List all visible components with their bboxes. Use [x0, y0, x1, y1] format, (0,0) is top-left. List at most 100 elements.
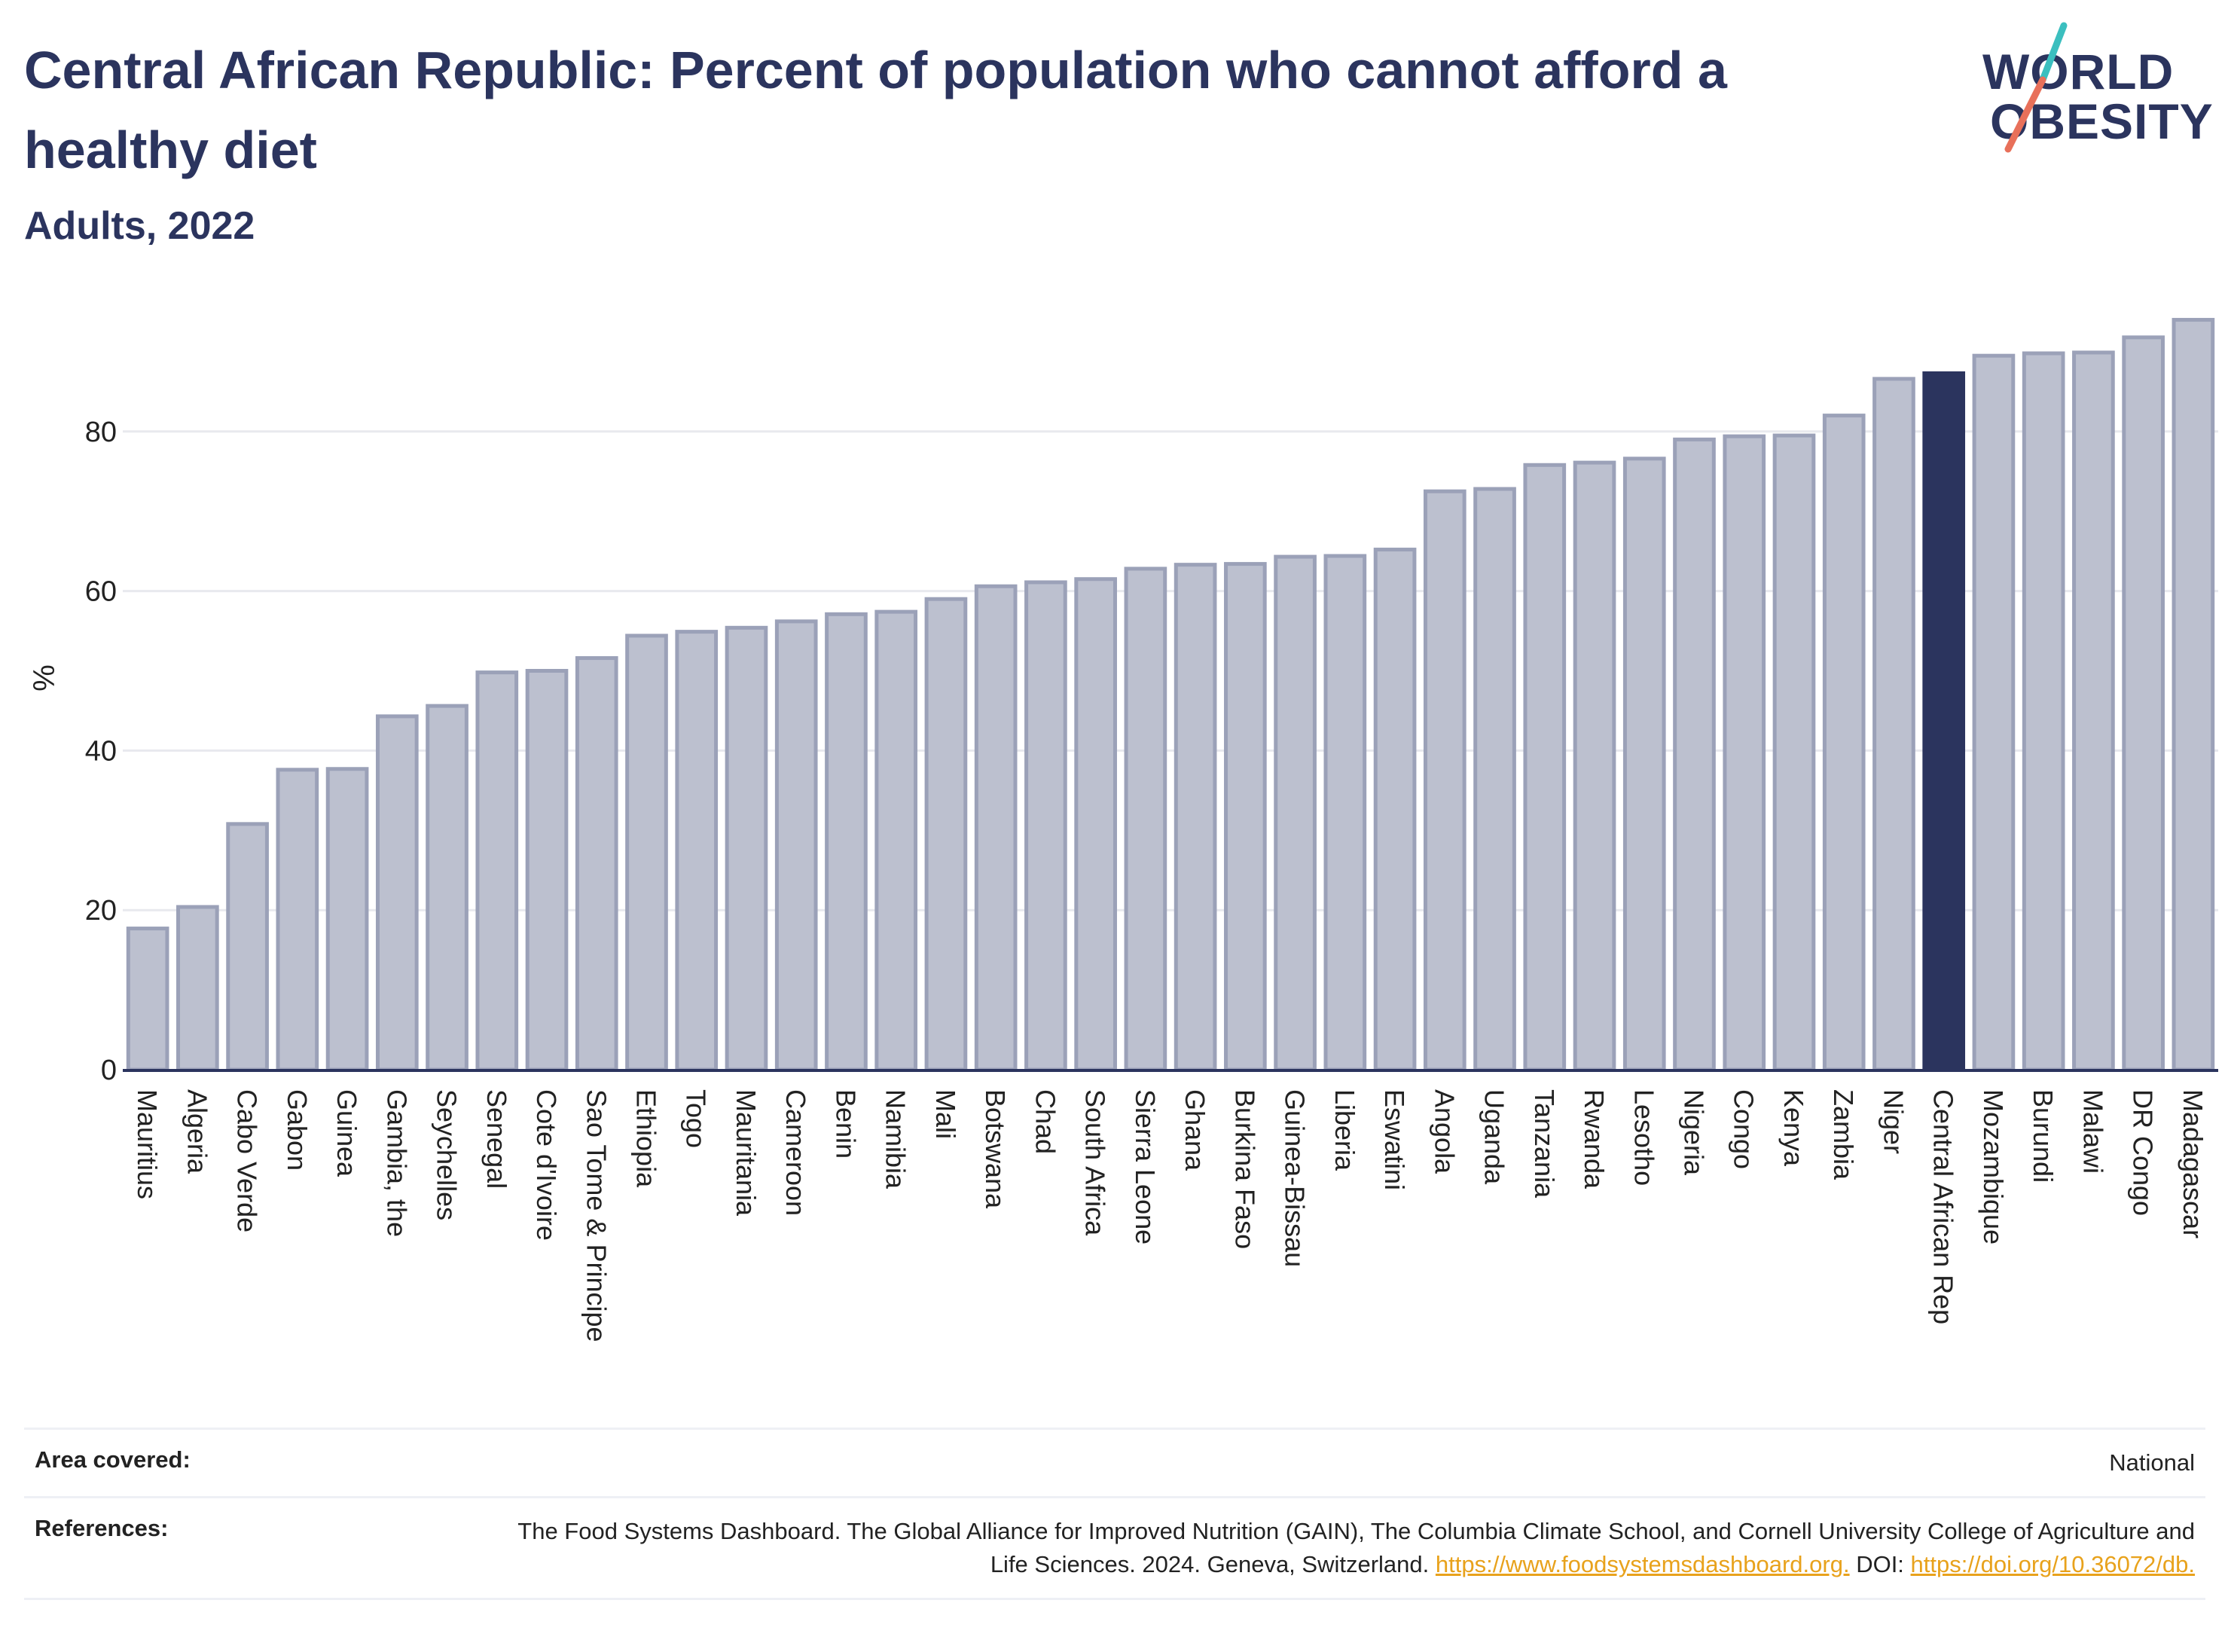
x-tick-label: Eswatini: [1379, 1089, 1410, 1190]
x-tick-label: Uganda: [1479, 1089, 1510, 1185]
bar-cote-d-ivoire[interactable]: [525, 669, 569, 1072]
y-tick-label: 60: [85, 576, 117, 608]
bar-algeria[interactable]: [176, 905, 219, 1072]
x-tick-label: Congo: [1729, 1089, 1760, 1169]
grid-lines: [123, 430, 2218, 912]
bar-guinea-bissau[interactable]: [1274, 554, 1317, 1072]
bar-eswatini[interactable]: [1373, 548, 1417, 1072]
bar-burundi[interactable]: [2022, 351, 2065, 1072]
x-tick-label: Botswana: [980, 1089, 1011, 1209]
bar-chad[interactable]: [1024, 580, 1067, 1072]
x-tick-label: Sierra Leone: [1130, 1089, 1161, 1244]
bar-kenya[interactable]: [1772, 433, 1816, 1072]
x-tick-label: Namibia: [881, 1089, 911, 1189]
bar-senegal[interactable]: [475, 670, 519, 1072]
x-tick-label: Mozambique: [1978, 1089, 2009, 1244]
footer-row-area: Area covered: National: [24, 1428, 2205, 1496]
area-covered-label: Area covered:: [35, 1446, 191, 1473]
bar-sao-tome-principe[interactable]: [575, 656, 618, 1072]
x-tick-label: Central African Rep: [1928, 1089, 1959, 1324]
doi-link[interactable]: https://doi.org/10.36072/db.: [1910, 1551, 2195, 1577]
x-tick-labels: Mauritius Algeria Cabo Verde Gabon Guinea Gam…: [132, 1089, 2208, 1342]
bar-benin[interactable]: [825, 612, 868, 1072]
chart-title: Central African Republic: Percent of pop…: [24, 41, 1727, 179]
bar-tanzania[interactable]: [1523, 463, 1567, 1072]
bar-central-african-rep[interactable]: [1922, 371, 1966, 1072]
x-tick-label: Nigeria: [1679, 1089, 1710, 1176]
references-label: References:: [35, 1515, 169, 1541]
bar-south-africa[interactable]: [1074, 577, 1117, 1072]
x-tick-label: Burkina Faso: [1229, 1089, 1260, 1249]
y-tick-label: 20: [85, 895, 117, 927]
logo-line-1: WORLD: [1982, 44, 2175, 99]
bar-rwanda[interactable]: [1573, 460, 1616, 1072]
y-tick-labels: 0 20 40 60 80: [85, 417, 117, 1086]
x-tick-label: Benin: [830, 1089, 861, 1159]
bar-namibia[interactable]: [874, 609, 918, 1072]
dashboard-link[interactable]: https://www.foodsystemsdashboard.org.: [1435, 1551, 1850, 1577]
bar-cabo-verde[interactable]: [226, 822, 269, 1072]
bar-uganda[interactable]: [1473, 487, 1516, 1072]
x-tick-label: Zambia: [1828, 1089, 1859, 1180]
bar-gabon[interactable]: [276, 768, 319, 1072]
bar-angola[interactable]: [1423, 489, 1467, 1072]
bar-niger[interactable]: [1872, 377, 1915, 1072]
bar-lesotho[interactable]: [1622, 457, 1666, 1072]
bar-madagascar[interactable]: [2172, 318, 2215, 1072]
x-tick-label: Seychelles: [432, 1089, 462, 1220]
bar-liberia[interactable]: [1323, 554, 1367, 1072]
bar-nigeria[interactable]: [1673, 437, 1716, 1072]
y-axis-label: %: [26, 664, 60, 692]
bar-mauritius[interactable]: [126, 927, 169, 1072]
x-tick-label: Kenya: [1778, 1089, 1809, 1167]
bar-mauritania[interactable]: [725, 625, 768, 1072]
bar-congo[interactable]: [1723, 434, 1766, 1072]
bar-sierra-leone[interactable]: [1124, 566, 1167, 1072]
bar-ghana[interactable]: [1174, 563, 1217, 1072]
references-text: The Food Systems Dashboard. The Global A…: [517, 1518, 2195, 1577]
bar-botswana[interactable]: [974, 584, 1018, 1072]
bar-mali[interactable]: [924, 597, 968, 1072]
bar-mozambique[interactable]: [1972, 353, 2016, 1072]
x-tick-label: Liberia: [1329, 1089, 1360, 1171]
doi-label: DOI:: [1856, 1551, 1904, 1577]
x-tick-label: Madagascar: [2178, 1089, 2208, 1238]
chart-subtitle: Adults, 2022: [24, 204, 255, 248]
bar-dr-congo[interactable]: [2122, 335, 2165, 1072]
bar-cameroon[interactable]: [774, 619, 818, 1072]
x-tick-label: South Africa: [1080, 1089, 1111, 1236]
x-tick-label: Togo: [681, 1089, 712, 1148]
x-tick-label: Cabo Verde: [232, 1089, 263, 1232]
x-tick-label: Mauritania: [731, 1089, 761, 1217]
bar-gambia-the[interactable]: [375, 714, 419, 1072]
x-tick-label: Tanzania: [1529, 1089, 1560, 1199]
bar-guinea[interactable]: [325, 767, 369, 1072]
bar-malawi[interactable]: [2072, 350, 2115, 1072]
x-tick-label: Ethiopia: [631, 1089, 662, 1188]
x-tick-label: Sao Tome & Principe: [581, 1089, 612, 1342]
x-tick-label: DR Congo: [2128, 1089, 2159, 1216]
x-tick-label: Burundi: [2028, 1089, 2059, 1183]
y-tick-label: 40: [85, 735, 117, 767]
x-tick-label: Gambia, the: [381, 1089, 412, 1237]
x-tick-label: Lesotho: [1628, 1089, 1659, 1186]
x-tick-label: Guinea: [331, 1089, 362, 1177]
bar-ethiopia[interactable]: [625, 634, 668, 1072]
y-tick-label: 80: [85, 417, 117, 448]
area-covered-value: National: [2109, 1449, 2195, 1476]
footer-row-references: References: The Food Systems Dashboard. …: [24, 1496, 2205, 1600]
x-tick-label: Rwanda: [1579, 1089, 1610, 1189]
footer-table: Area covered: National References: The F…: [24, 1428, 2205, 1600]
bar-togo[interactable]: [675, 630, 719, 1072]
x-tick-label: Guinea-Bissau: [1280, 1089, 1311, 1267]
x-tick-label: Ghana: [1180, 1089, 1210, 1171]
x-tick-label: Mauritius: [132, 1089, 163, 1199]
bar-seychelles[interactable]: [426, 704, 468, 1072]
bar-burkina-faso[interactable]: [1224, 562, 1267, 1072]
x-tick-label: Algeria: [182, 1089, 212, 1174]
y-tick-label: 0: [101, 1055, 117, 1086]
x-tick-label: Cameroon: [780, 1089, 811, 1216]
world-obesity-logo: WORLD OBESITY: [1973, 21, 2214, 157]
bar-chart: 0 20 40 60 80 Mauritius Algeria Cabo Verde Gabo…: [26, 318, 2218, 1342]
bar-zambia[interactable]: [1822, 414, 1866, 1072]
